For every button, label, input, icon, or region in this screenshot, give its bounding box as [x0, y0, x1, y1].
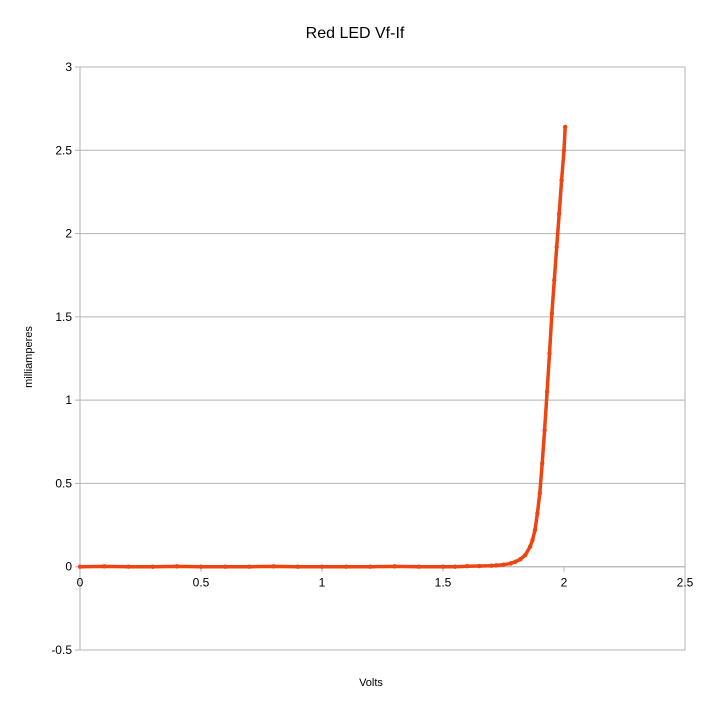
- data-point: [494, 563, 499, 568]
- x-tick-label: 0: [77, 576, 84, 590]
- data-point: [489, 563, 494, 568]
- grid: [79, 66, 686, 651]
- y-tick-label: 2.5: [55, 143, 72, 157]
- data-point: [319, 564, 325, 569]
- data-point: [174, 564, 179, 569]
- data-point: [513, 559, 518, 564]
- data-point: [552, 278, 557, 283]
- data-point: [344, 564, 349, 569]
- data-point: [530, 537, 535, 543]
- y-tick-label: -0.5: [51, 643, 72, 657]
- x-axis-label: Volts: [359, 677, 383, 689]
- y-tick-label: 0: [65, 560, 72, 574]
- y-tick-label: 1.5: [55, 310, 72, 324]
- data-point: [368, 564, 373, 569]
- x-tick-label: 1: [319, 576, 326, 590]
- y-tick-label: 2: [65, 227, 72, 241]
- x-tick-label: 1.5: [435, 576, 452, 590]
- data-point: [416, 564, 421, 569]
- data-point: [150, 564, 155, 569]
- data-point: [532, 527, 538, 533]
- data-point: [544, 389, 550, 395]
- data-point: [554, 244, 559, 250]
- data-point: [537, 491, 542, 496]
- y-tick-label: 0.5: [55, 476, 72, 490]
- tick-labels: 3 2.5 2 1.5 1 0.5 0 -0.5 0 0.5 1 1.5 2 2.5: [51, 60, 693, 657]
- chart-title: Red LED Vf-If: [306, 25, 405, 42]
- y-axis-label: milliamperes: [23, 326, 35, 388]
- data-point: [126, 564, 131, 569]
- data-point: [556, 211, 562, 216]
- data-point: [452, 564, 458, 569]
- data-point: [527, 544, 533, 549]
- data-point: [77, 564, 83, 569]
- data-point: [547, 351, 552, 356]
- data-point: [392, 564, 397, 569]
- data-point: [440, 564, 446, 569]
- data-point: [465, 564, 470, 569]
- data-point: [523, 552, 528, 558]
- x-tick-label: 0.5: [193, 576, 210, 590]
- data-point: [518, 557, 523, 562]
- y-tick-label: 1: [65, 393, 72, 407]
- data-point: [223, 564, 228, 569]
- data-point: [508, 561, 513, 566]
- data-point: [535, 511, 540, 516]
- x-tick-label: 2.5: [677, 576, 694, 590]
- data-point: [542, 427, 547, 433]
- data-point: [247, 564, 252, 569]
- y-tick-label: 3: [65, 60, 72, 74]
- data-point: [501, 562, 506, 567]
- data-point: [549, 311, 555, 316]
- data-point: [198, 564, 204, 569]
- data-point: [271, 564, 276, 569]
- data-point: [102, 564, 107, 569]
- x-tick-label: 2: [561, 576, 568, 590]
- data-point: [540, 461, 545, 466]
- data-point: [477, 563, 482, 569]
- data-point: [559, 178, 564, 183]
- data-point: [295, 564, 300, 569]
- data-point: [561, 148, 567, 153]
- data-series: [77, 124, 568, 569]
- data-point: [563, 124, 568, 130]
- series-line: [78, 125, 567, 569]
